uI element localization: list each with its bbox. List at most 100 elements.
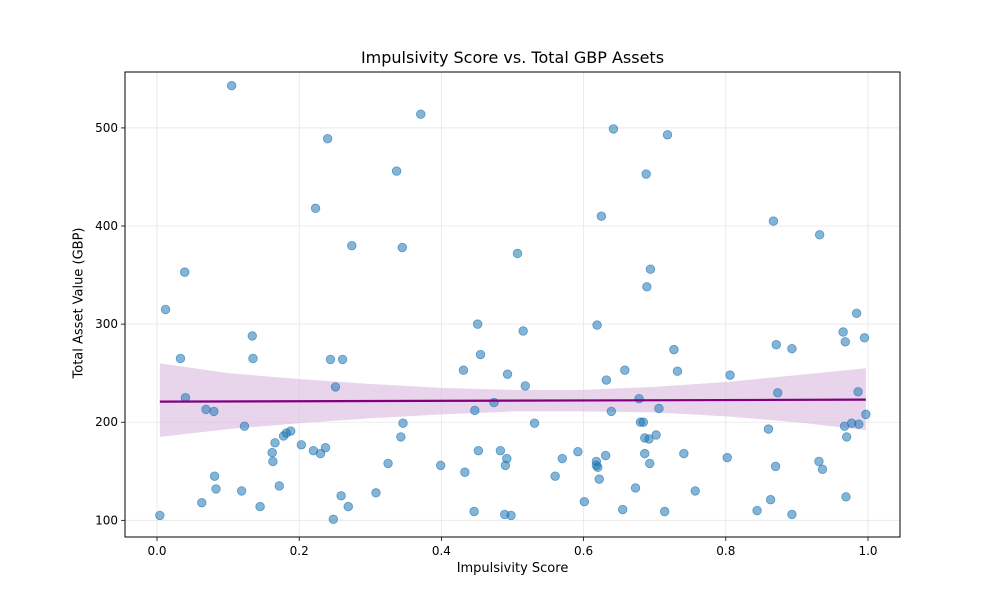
data-point [840, 337, 850, 347]
data-point [579, 496, 590, 507]
data-point [596, 211, 607, 221]
data-point [347, 240, 357, 251]
data-point [593, 462, 603, 473]
data-point [391, 166, 402, 176]
chart-title: Impulsivity Score vs. Total GBP Assets [360, 48, 665, 67]
x-axis-label: Impulsivity Score [456, 561, 569, 576]
data-point [396, 432, 406, 442]
data-point [638, 417, 649, 427]
data-point [550, 471, 560, 481]
y-tick-label: 100 [95, 513, 118, 527]
data-point [520, 381, 530, 391]
grid-lines [125, 72, 900, 537]
data-point [630, 483, 641, 493]
data-point [201, 404, 211, 415]
data-point [512, 248, 523, 259]
data-point [859, 333, 870, 343]
data-point [773, 388, 783, 398]
data-point [787, 343, 797, 354]
data-point [337, 354, 348, 365]
data-point [659, 506, 670, 517]
data-point [248, 353, 258, 364]
x-tick-label: 1.0 [858, 544, 877, 558]
data-point [383, 458, 393, 469]
y-axis-ticks: 100 200 300 400 500 [95, 121, 125, 527]
data-point [654, 403, 664, 414]
data-point [435, 460, 446, 471]
data-point [209, 406, 219, 417]
data-point [310, 203, 321, 214]
data-point [502, 369, 513, 379]
data-point [765, 495, 776, 505]
data-point [320, 443, 331, 453]
data-point [296, 440, 307, 450]
data-point [506, 510, 516, 521]
data-point [268, 456, 278, 467]
data-point [573, 446, 583, 457]
y-tick-label: 300 [95, 317, 118, 331]
trend-line [159, 398, 866, 403]
data-point [644, 434, 654, 444]
data-point [330, 382, 341, 392]
data-point [620, 365, 630, 375]
data-point [608, 124, 619, 134]
data-point [669, 344, 679, 355]
data-point [640, 448, 650, 459]
data-point [645, 458, 655, 469]
data-point [270, 438, 280, 448]
data-point [470, 405, 480, 416]
data-point [322, 134, 333, 144]
x-tick-label: 0.0 [147, 544, 166, 558]
data-point [679, 448, 689, 459]
data-point [247, 331, 257, 341]
data-point [814, 230, 825, 240]
data-point [838, 327, 848, 337]
data-point [722, 452, 732, 463]
data-point [397, 242, 407, 253]
data-point [814, 456, 824, 467]
data-point [841, 432, 852, 442]
data-point [634, 393, 644, 404]
x-tick-label: 0.6 [574, 544, 593, 558]
x-axis-ticks: 0.0 0.2 0.4 0.6 0.8 1.0 [147, 537, 878, 558]
plot-area-frame [124, 71, 901, 538]
x-tick-label: 0.8 [716, 544, 735, 558]
data-point [495, 445, 506, 456]
data-point [155, 510, 165, 521]
data-point [592, 320, 602, 330]
data-point [641, 169, 651, 179]
data-point [600, 450, 611, 461]
data-point [197, 497, 207, 508]
data-point [770, 461, 781, 472]
data-point [458, 365, 469, 375]
data-point [328, 514, 339, 525]
data-point [725, 370, 735, 380]
data-point [180, 267, 190, 277]
y-axis-label: Total Asset Value (GBP) [71, 227, 87, 379]
data-point [518, 326, 528, 336]
data-point [606, 406, 617, 417]
data-point [398, 418, 408, 428]
data-point [460, 467, 470, 477]
trend-line-layer [159, 398, 866, 403]
data-point [267, 447, 277, 458]
y-tick-label: 200 [95, 415, 118, 429]
data-point [854, 419, 864, 429]
data-point [226, 81, 237, 91]
data-point [690, 486, 700, 496]
data-point [841, 492, 851, 502]
data-point [336, 491, 346, 501]
data-point [557, 453, 567, 464]
x-tick-label: 0.4 [432, 544, 451, 558]
data-point [618, 504, 628, 515]
data-point [662, 130, 673, 140]
data-point [175, 353, 186, 364]
data-points-layer [155, 81, 871, 525]
x-tick-label: 0.2 [290, 544, 309, 558]
data-point [285, 426, 296, 436]
data-point [255, 501, 265, 512]
data-point [211, 484, 221, 494]
data-point [325, 354, 336, 365]
data-point [239, 421, 250, 431]
